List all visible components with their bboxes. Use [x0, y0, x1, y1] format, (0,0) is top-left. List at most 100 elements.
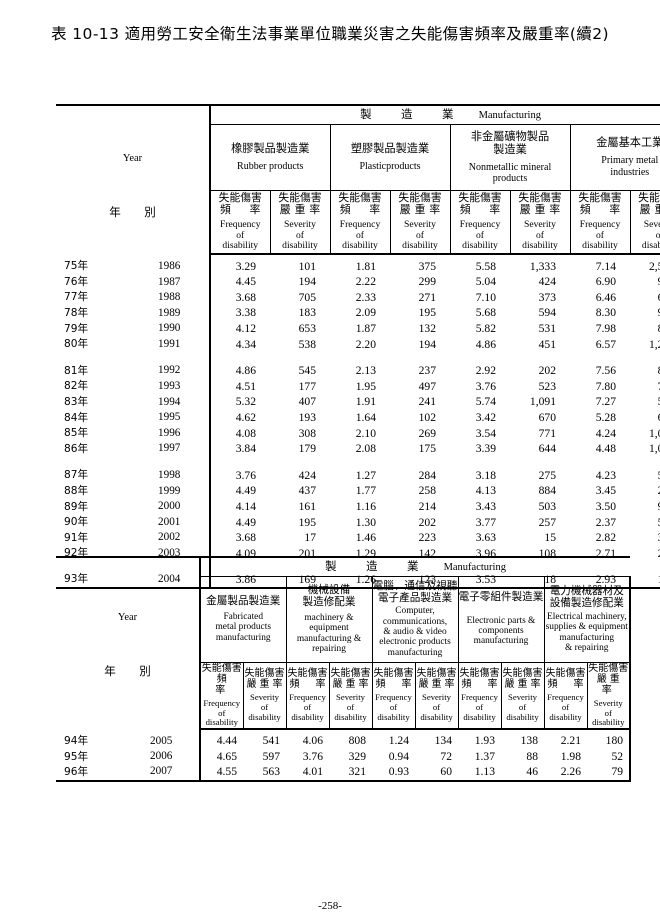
year-ad: 2007 — [144, 764, 200, 782]
measure-cn-line1: 失能傷害 — [218, 190, 262, 204]
cell-value: 2.82 — [595, 531, 616, 545]
cell-value: 4.62 — [209, 410, 270, 426]
cell-value: 1.37 — [474, 750, 495, 764]
measure-header-severity: 失能傷害 嚴重率 Severity of disability — [510, 190, 571, 255]
cell-value: 271 — [418, 290, 436, 304]
industry-name-en-line2: metal products — [215, 622, 271, 633]
measure-en-line2: of — [561, 702, 570, 713]
cell-value: 202 — [418, 515, 436, 529]
cell-value: 194 — [298, 275, 316, 289]
cell-value: 4.23 — [595, 468, 616, 482]
measure-en-line2: of — [432, 702, 441, 713]
industry-name-cn-line1: 電力機械器材及 — [549, 584, 624, 597]
cell-value: 4.49 — [209, 483, 270, 500]
cell-value: 0.94 — [388, 750, 409, 764]
year-label-en: Year — [122, 152, 143, 164]
cell-value: 2.37 — [595, 515, 616, 529]
cell-value: 3.54 — [475, 426, 496, 440]
table-row: 83年 1994 5.32 407 1.91 241 5.74 1,091 7.… — [56, 394, 660, 411]
cell-value: 195 — [418, 306, 436, 320]
cell-value: 771 — [538, 426, 556, 440]
measure-cn-line2: 頻 率 — [215, 673, 243, 696]
industry-name-en-line3: manufacturing — [215, 632, 271, 643]
cell-value: 161 — [298, 500, 316, 514]
cell-value: 7.27 — [595, 395, 616, 409]
measure-cn-line2: 頻 率 — [375, 679, 415, 691]
industry-name-cn-line1: 電子零組件製造業 — [458, 591, 544, 604]
cell-value: 258 — [418, 484, 436, 498]
year-roc: 87年 — [64, 469, 89, 482]
measure-cn-line2: 嚴重率 — [279, 202, 325, 216]
cell-value: 4.24 — [595, 426, 616, 440]
cell-value: 2.33 — [355, 290, 376, 304]
cell-value: 101 — [298, 259, 316, 273]
cell-value: 179 — [298, 442, 316, 456]
cell-value: 4.44 — [199, 733, 243, 750]
year-stub-header-2: 年 別 Year — [56, 556, 200, 729]
year-ad: 1987 — [158, 275, 181, 288]
cell-value: 808 — [630, 321, 660, 337]
cell-value: 299 — [418, 275, 436, 289]
year-roc: 84年 — [64, 411, 89, 424]
industry-name-cn-line1: 非金屬礦物製品 — [470, 129, 550, 143]
measure-header-frequency: 失能傷害 頻 率 Frequency of disability — [570, 190, 631, 255]
table-row: 96年 2007 4.55 563 4.01 321 0.93 60 1.13 … — [56, 764, 632, 782]
cell-value: 5.68 — [475, 306, 496, 320]
cell-value: 597 — [262, 750, 280, 764]
industry-name-en-line1: Fabricated — [223, 612, 264, 623]
year-ad: 1994 — [158, 395, 181, 408]
cell-value: 742 — [630, 379, 660, 395]
cell-value: 1,028 — [630, 425, 660, 442]
measure-header-severity: 失能傷害 嚴重率 Severity of disability — [390, 190, 451, 255]
measure-cn-line1: 失能傷害 — [201, 662, 242, 674]
measure-en-line1: Frequency — [461, 692, 498, 703]
cell-value: 175 — [418, 442, 436, 456]
measure-cn-line2: 嚴重率 — [504, 679, 544, 691]
measure-en-line1: Frequency — [547, 692, 584, 703]
cell-value: 284 — [418, 468, 436, 482]
measure-cn-line2: 嚴重率 — [399, 202, 445, 216]
cell-value: 375 — [418, 259, 436, 273]
year-roc: 78年 — [64, 307, 89, 320]
measure-en-line3: disability — [291, 711, 324, 722]
measure-cn-line2: 嚴重率 — [332, 679, 372, 691]
cell-value: 1,222 — [630, 336, 660, 353]
measure-cn-line1: 失能傷害 — [398, 190, 442, 204]
measure-cn-line2: 嚴重率 — [596, 673, 623, 696]
industry-name-en: Plasticproducts — [359, 161, 421, 173]
industry-group-machinery-equipment: 機械設備 製造修配業 machinery & equipment manufac… — [286, 576, 373, 663]
cell-value: 884 — [538, 484, 556, 498]
cell-value: 3.38 — [209, 305, 270, 322]
industry-name-en-line2: industries — [610, 166, 650, 178]
cell-value: 46 — [501, 764, 544, 782]
measure-header-frequency: 失能傷害 頻 率 Frequency of disability — [209, 190, 271, 255]
measure-en-line2: of — [236, 229, 245, 241]
year-roc: 94年 — [64, 734, 89, 747]
measure-en-line2: of — [655, 229, 660, 241]
cell-value: 237 — [418, 364, 436, 378]
cell-value: 142 — [418, 546, 436, 560]
measure-cn-line1: 失能傷害 — [638, 190, 660, 204]
cell-value: 174 — [630, 572, 660, 590]
measure-cn-line2: 嚴重率 — [519, 202, 565, 216]
cell-value: 512 — [630, 468, 660, 484]
cell-value: 980 — [630, 305, 660, 322]
cell-value: 1,333 — [529, 259, 556, 273]
year-label-en: Year — [117, 612, 138, 624]
year-roc: 95年 — [64, 750, 89, 763]
industry-name-cn-line1: 金屬製品製造業 — [206, 594, 281, 607]
measure-en-line3: disability — [377, 711, 410, 722]
industry-name-cn-line2: 製造修配業 — [302, 595, 356, 608]
measure-en-line2: of — [604, 707, 612, 718]
year-ad: 1991 — [158, 337, 181, 350]
measure-header-severity: 失能傷害 嚴重率 Severity of disability — [587, 662, 632, 730]
cell-value: 424 — [538, 275, 556, 289]
table-row: 94年 2005 4.44 541 4.06 808 1.24 134 1.93… — [56, 733, 632, 750]
cell-value: 7.56 — [595, 364, 616, 378]
cell-value: 497 — [418, 379, 436, 393]
industry-name-en-line3: manufacturing — [473, 636, 529, 647]
year-roc: 82年 — [64, 380, 89, 393]
measure-en-line3: disability — [641, 240, 660, 252]
cell-value: 373 — [538, 290, 556, 304]
cell-value: 5.74 — [475, 395, 496, 409]
